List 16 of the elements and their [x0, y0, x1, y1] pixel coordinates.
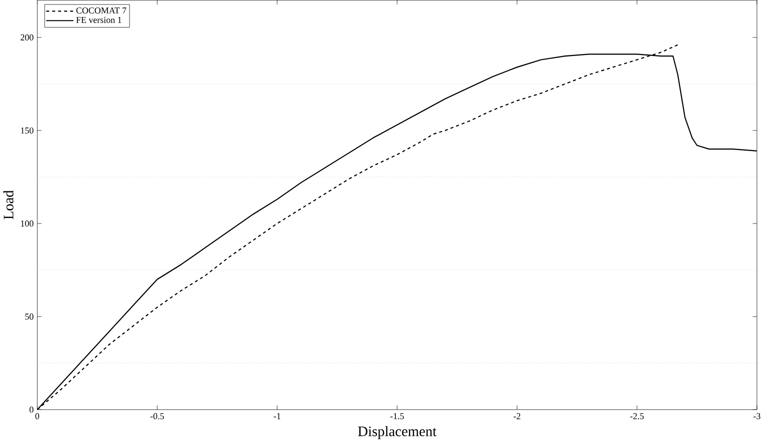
x-tick-label: -2.5 — [630, 412, 644, 420]
x-tick-label: -1 — [274, 412, 280, 419]
x-axis-title: Displacement — [358, 426, 436, 439]
y-axis-title: Load — [3, 190, 14, 220]
x-tick-label: 0 — [35, 412, 40, 420]
x-tick-label: -1.5 — [390, 412, 404, 420]
y-tick-label: 50 — [25, 313, 34, 320]
y-tick-label: 0 — [30, 406, 34, 412]
y-tick-label: 150 — [21, 127, 34, 134]
legend-label: FE version 1 — [76, 16, 122, 23]
y-tick-label: 200 — [20, 34, 34, 40]
x-tick-label: -3 — [754, 412, 760, 419]
x-tick-label: -0.5 — [150, 412, 164, 420]
y-tick-label: 100 — [21, 220, 34, 226]
legend-label: COCOMAT 7 — [76, 7, 126, 14]
x-tick-label: -2 — [514, 412, 520, 419]
